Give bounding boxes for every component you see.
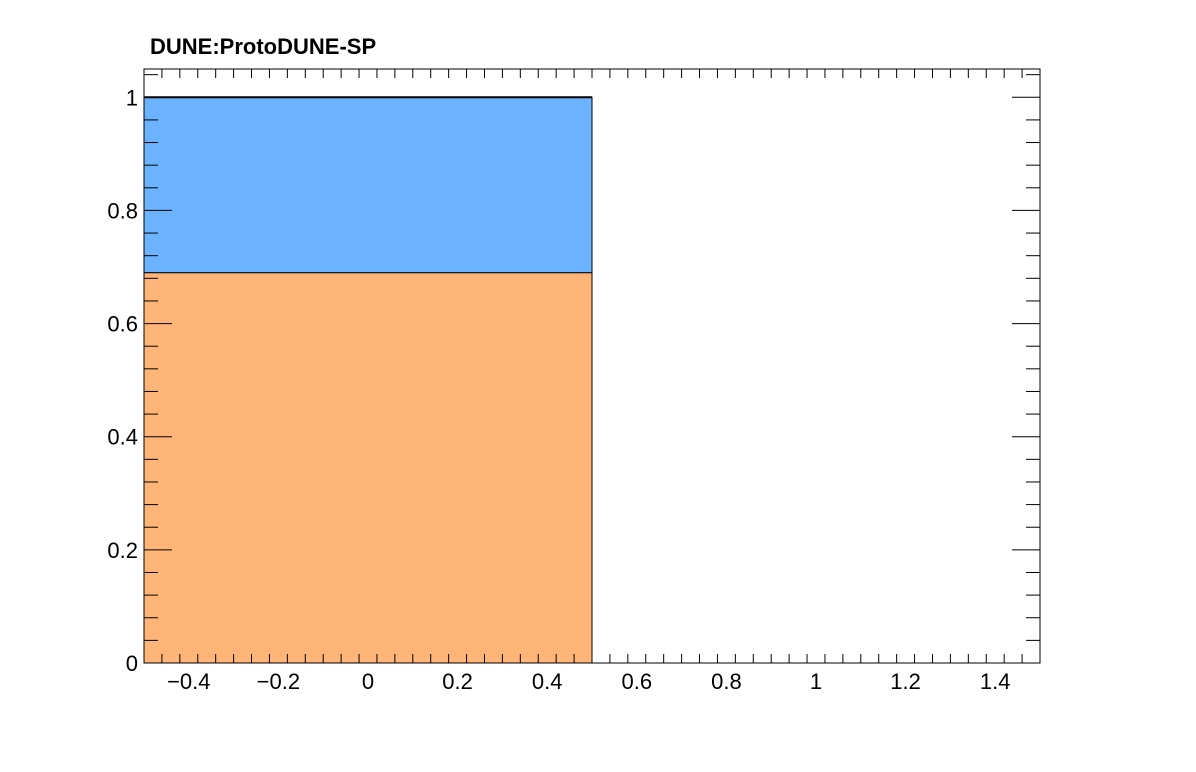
bar-blue	[143, 96, 593, 274]
x-tick-label: 1.2	[890, 669, 921, 694]
y-tick-label: 0.2	[107, 538, 138, 563]
y-tick-label: 0.8	[107, 198, 138, 223]
x-tick-label: 0	[362, 669, 374, 694]
x-tick-label: 0.4	[532, 669, 563, 694]
x-tick-label: 1	[810, 669, 822, 694]
y-tick-label: 0	[126, 651, 138, 676]
y-tick-label: 0.6	[107, 312, 138, 337]
y-tick-label: 1	[126, 85, 138, 110]
x-tick-label: 0.2	[442, 669, 473, 694]
bar-orange	[143, 272, 593, 664]
x-tick-label: 0.8	[711, 669, 742, 694]
y-tick-label: 0.4	[107, 425, 138, 450]
x-tick-label: −0.2	[257, 669, 300, 694]
x-tick-label: 0.6	[622, 669, 653, 694]
chart-title: DUNE:ProtoDUNE-SP	[150, 34, 377, 59]
x-tick-label: 1.4	[980, 669, 1011, 694]
x-tick-label: −0.4	[167, 669, 210, 694]
